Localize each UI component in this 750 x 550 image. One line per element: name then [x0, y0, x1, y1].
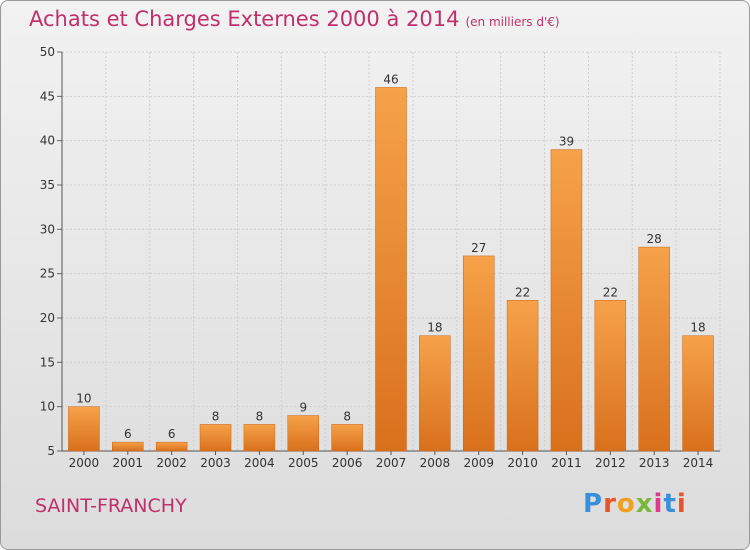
proxiti-logo[interactable]: Proxiti: [583, 489, 687, 519]
data-label: 18: [427, 321, 442, 335]
logo-letter: i: [653, 489, 664, 519]
city-name: SAINT-FRANCHY: [35, 495, 187, 517]
bar: [331, 424, 363, 452]
bar: [506, 300, 539, 452]
x-tick-label: 2011: [551, 456, 582, 470]
data-label: 22: [603, 285, 618, 299]
x-tick-label: 2005: [288, 456, 319, 470]
data-label: 9: [299, 401, 307, 415]
logo-letter: r: [603, 489, 617, 519]
x-tick-label: 2008: [420, 456, 451, 470]
data-label: 10: [76, 392, 91, 406]
y-tick-label: 45: [40, 89, 55, 103]
logo-letter: x: [635, 489, 654, 519]
labels: 5 10 15 20 25 30 35 40 45 50 10 2000 6 2001 6 2002 8 2003…: [40, 45, 714, 470]
data-label: 28: [647, 232, 662, 246]
y-tick-label: 30: [40, 222, 55, 236]
y-tick-label: 10: [40, 400, 55, 414]
y-tick-label: 15: [40, 355, 55, 369]
bar: [155, 441, 188, 452]
data-label: 46: [383, 72, 398, 86]
bars: [68, 87, 714, 452]
x-tick-label: 2013: [639, 456, 670, 470]
x-tick-label: 2007: [376, 456, 407, 470]
y-tick-label: 25: [40, 267, 55, 281]
data-label: 8: [212, 409, 220, 423]
chart-title: Achats et Charges Externes 2000 à 2014 (e…: [29, 7, 560, 31]
bar: [243, 424, 276, 452]
x-tick-label: 2002: [156, 456, 187, 470]
logo-letter: i: [676, 489, 687, 519]
x-tick-label: 2004: [244, 456, 275, 470]
x-tick-label: 2000: [69, 456, 100, 470]
bar: [287, 415, 320, 452]
bar: [419, 335, 451, 452]
data-label: 8: [343, 409, 351, 423]
bar: [199, 424, 232, 452]
chart-unit: (en milliers d'€): [465, 15, 560, 29]
logo-letter: o: [616, 489, 636, 519]
y-tick-label: 5: [47, 444, 55, 458]
x-tick-label: 2012: [595, 456, 626, 470]
bar: [682, 335, 714, 452]
y-tick-label: 35: [40, 178, 55, 192]
data-label: 27: [471, 241, 486, 255]
y-tick-label: 20: [40, 311, 55, 325]
data-label: 8: [256, 409, 264, 423]
x-tick-label: 2006: [332, 456, 363, 470]
data-label: 18: [690, 321, 705, 335]
bar: [462, 255, 495, 452]
data-label: 39: [559, 135, 574, 149]
bar: [112, 441, 144, 452]
bar: [375, 87, 407, 452]
data-label: 22: [515, 285, 530, 299]
chart-title-text: Achats et Charges Externes 2000 à 2014: [29, 7, 460, 31]
data-label: 6: [124, 427, 132, 441]
data-label: 6: [168, 427, 176, 441]
x-tick-label: 2010: [507, 456, 538, 470]
y-tick-label: 50: [40, 45, 55, 59]
x-tick-label: 2001: [113, 456, 144, 470]
bar: [68, 406, 100, 452]
x-tick-label: 2003: [200, 456, 231, 470]
bar: [594, 300, 627, 452]
logo-letter: P: [583, 489, 604, 519]
logo-letter: t: [663, 489, 677, 519]
x-tick-label: 2014: [683, 456, 714, 470]
y-tick-label: 40: [40, 134, 55, 148]
x-tick-label: 2009: [463, 456, 494, 470]
bar: [638, 246, 670, 452]
bar: [550, 149, 583, 452]
